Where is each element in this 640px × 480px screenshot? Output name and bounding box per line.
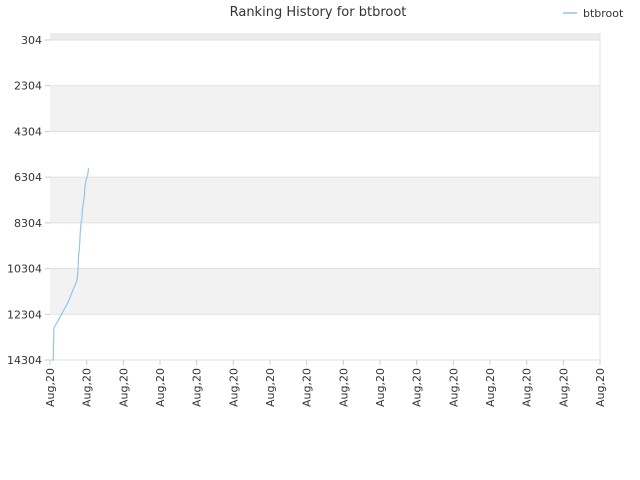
- x-tick-label: Aug,20: [301, 368, 314, 407]
- series-lines: [51, 167, 90, 361]
- x-tick-label: Aug,20: [484, 368, 497, 407]
- x-tick-label: Aug,20: [264, 368, 277, 407]
- plot-band: [50, 40, 600, 86]
- x-tick-label: Aug,20: [594, 368, 607, 407]
- y-tick-label: 4304: [14, 125, 42, 138]
- x-tick-label: Aug,20: [227, 368, 240, 407]
- y-tick-label: 8304: [14, 217, 42, 230]
- x-tick-label: Aug,20: [411, 368, 424, 407]
- y-tick-label: 304: [21, 34, 42, 47]
- y-tick-label: 10304: [7, 263, 42, 276]
- x-tick-label: Aug,20: [337, 368, 350, 407]
- y-tick-label: 6304: [14, 171, 42, 184]
- chart-title: Ranking History for btbroot: [230, 5, 407, 20]
- y-tick-label: 14304: [7, 354, 42, 367]
- x-tick-label: Aug,20: [191, 368, 204, 407]
- plot-band: [50, 85, 600, 132]
- plot-band: [50, 268, 600, 315]
- legend-label: btbroot: [583, 7, 624, 20]
- plot-band: [50, 33, 600, 40]
- x-axis-ticks: Aug,20 Aug,20 Aug,20 Aug,20 Aug,20 Aug,20 Aug,…: [44, 360, 607, 407]
- x-tick-label: Aug,20: [557, 368, 570, 407]
- plot-background: [50, 33, 601, 360]
- x-tick-label: Aug,20: [521, 368, 534, 407]
- y-axis-ticks: 304 2304 4304 6304 8304 10304 12304 14304: [7, 34, 50, 367]
- legend: btbroot: [563, 7, 624, 20]
- series-line: [51, 167, 90, 361]
- x-tick-label: Aug,20: [117, 368, 130, 407]
- y-tick-label: 12304: [7, 308, 42, 321]
- plot-band: [50, 131, 600, 178]
- plot-band: [50, 222, 600, 269]
- x-tick-label: Aug,20: [447, 368, 460, 407]
- x-tick-label: Aug,20: [81, 368, 94, 407]
- x-tick-label: Aug,20: [154, 368, 167, 407]
- x-tick-label: Aug,20: [44, 368, 57, 407]
- y-gridlines: [50, 39, 600, 361]
- x-tick-label: Aug,20: [374, 368, 387, 407]
- plot-band: [50, 314, 600, 360]
- plot-band: [50, 177, 600, 223]
- y-tick-label: 2304: [14, 80, 42, 93]
